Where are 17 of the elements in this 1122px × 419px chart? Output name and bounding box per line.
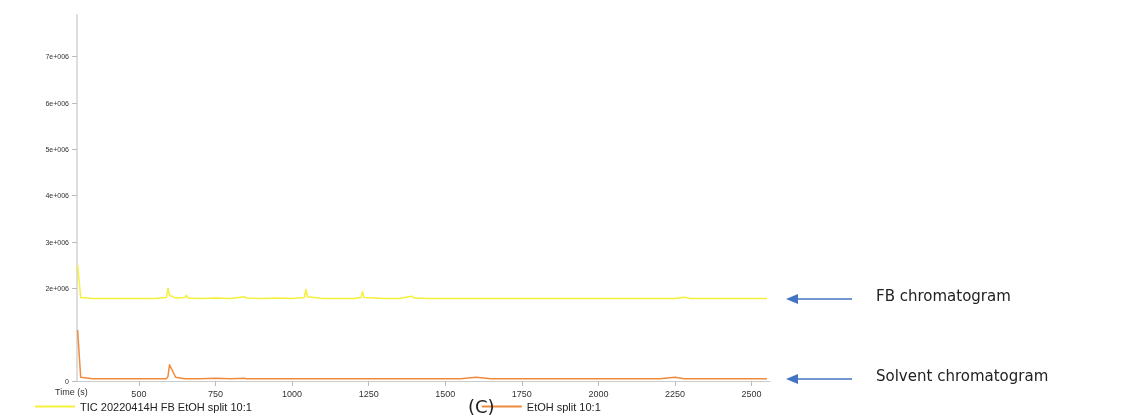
x-tick-label: 1750 — [511, 388, 532, 399]
x-tick-label: 750 — [207, 388, 223, 399]
x-tick-label: 2250 — [665, 388, 686, 399]
legend-label: EtOH split 10:1 — [526, 400, 601, 413]
x-tick-label: 1250 — [358, 388, 379, 399]
x-tick-label: 2000 — [588, 388, 609, 399]
text: (C) — [468, 396, 495, 417]
x-tick-label: 1000 — [282, 388, 303, 399]
text: Solvent chromatogram — [876, 366, 1049, 385]
line-series — [76, 264, 768, 300]
x-tick-label: 500 — [131, 388, 147, 399]
legend-label: TIC 20220414H FB EtOH split 10:1 — [80, 400, 252, 413]
text: FB chromatogram — [876, 286, 1011, 305]
line-series — [76, 329, 768, 380]
x-axis-title: Time (s) — [55, 386, 88, 397]
x-tick-label: 1500 — [435, 388, 456, 399]
x-tick-label: 2500 — [741, 388, 762, 399]
